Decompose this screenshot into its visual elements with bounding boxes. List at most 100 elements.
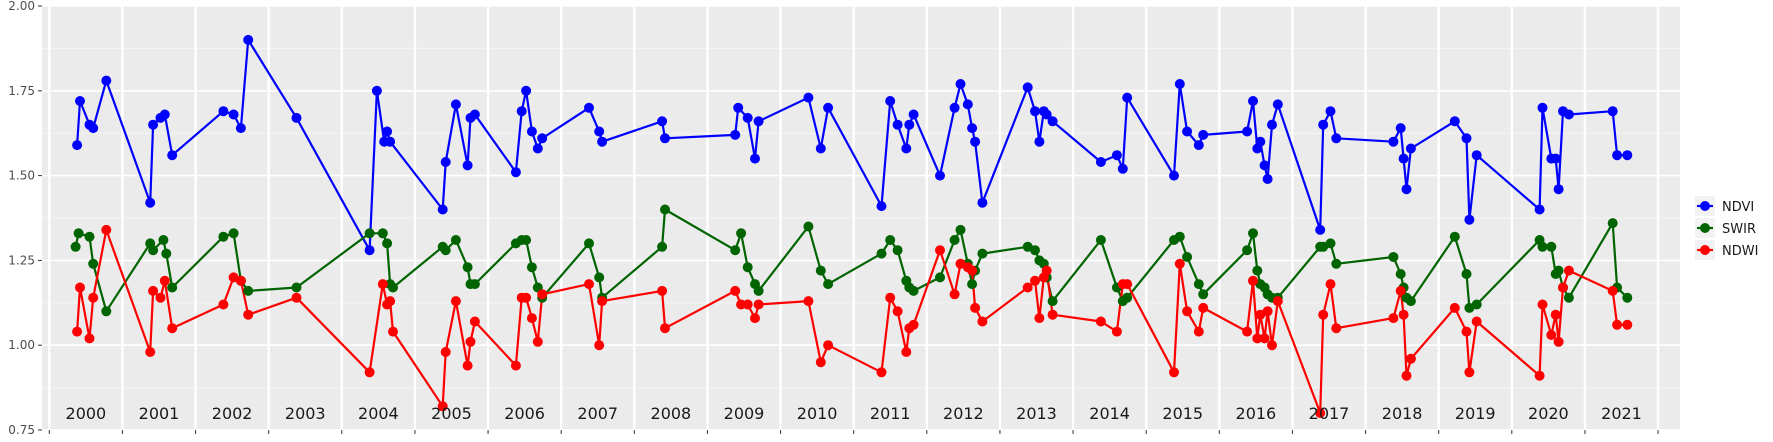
data-point-swir: [753, 285, 764, 296]
legend-key-point: [1700, 223, 1710, 233]
data-point-swir: [73, 228, 84, 239]
data-point-swir: [892, 245, 903, 256]
y-tick-label: 1.25: [8, 253, 35, 267]
data-point-swir: [84, 231, 95, 242]
data-point-swir: [1242, 245, 1253, 256]
data-point-swir: [736, 228, 747, 239]
data-point-ndvi: [750, 153, 760, 164]
year-label: 2019: [1455, 404, 1496, 423]
data-point-ndwi: [949, 289, 960, 300]
data-point-ndvi: [1242, 126, 1253, 137]
data-point-swir: [908, 285, 919, 296]
data-point-ndvi: [1315, 224, 1326, 235]
data-point-ndwi: [532, 336, 543, 347]
data-point-ndvi: [101, 75, 112, 86]
data-point-ndvi: [1041, 109, 1052, 120]
data-point-ndwi: [1198, 302, 1209, 313]
data-point-swir: [967, 279, 978, 290]
data-point-ndwi: [935, 245, 945, 256]
data-point-swir: [815, 265, 826, 276]
data-point-ndwi: [521, 292, 532, 303]
data-point-swir: [218, 231, 229, 242]
data-point-swir: [228, 228, 239, 239]
data-point-swir: [450, 235, 461, 245]
data-point-ndvi: [235, 123, 246, 134]
data-point-ndwi: [594, 340, 605, 351]
data-point-swir: [1388, 252, 1399, 262]
data-point-ndwi: [1546, 330, 1557, 340]
data-point-ndvi: [1398, 153, 1409, 164]
data-point-ndvi: [1022, 82, 1033, 93]
data-point-swir: [742, 262, 753, 273]
data-point-ndvi: [1193, 140, 1204, 151]
data-point-ndwi: [1461, 326, 1472, 337]
data-point-ndvi: [803, 92, 814, 103]
data-point-ndwi: [977, 316, 988, 327]
data-point-ndwi: [885, 292, 896, 303]
data-point-ndvi: [949, 102, 960, 113]
data-point-ndwi: [967, 265, 978, 276]
data-point-ndvi: [1169, 170, 1179, 181]
data-point-ndwi: [730, 285, 741, 296]
year-label: 2006: [504, 404, 545, 423]
data-point-ndwi: [1111, 326, 1122, 337]
year-label: 2021: [1601, 404, 1642, 423]
data-point-swir: [364, 228, 375, 239]
data-point-ndwi: [1262, 306, 1273, 317]
data-point-ndvi: [1267, 119, 1277, 130]
y-tick-label: 2.00: [8, 0, 35, 13]
data-point-swir: [1122, 292, 1133, 303]
data-point-ndvi: [1461, 133, 1472, 144]
data-point-ndwi: [1047, 309, 1058, 320]
data-point-swir: [1563, 292, 1574, 303]
data-point-ndwi: [742, 299, 753, 310]
data-point-ndwi: [291, 292, 302, 303]
data-point-ndwi: [440, 347, 451, 357]
data-point-ndvi: [450, 99, 461, 110]
data-point-ndvi: [1607, 106, 1618, 117]
data-point-swir: [1198, 289, 1209, 300]
data-point-ndvi: [594, 126, 605, 137]
legend-item-swir: SWIR: [1695, 218, 1756, 238]
data-point-ndvi: [815, 143, 826, 154]
data-point-ndwi: [469, 316, 480, 327]
data-point-ndwi: [1395, 285, 1406, 296]
data-point-ndvi: [526, 126, 537, 137]
data-point-swir: [1553, 265, 1564, 276]
data-point-ndvi: [167, 150, 178, 161]
data-point-ndvi: [469, 109, 480, 120]
legend-key-point: [1700, 201, 1710, 211]
data-point-ndwi: [1464, 367, 1475, 378]
data-point-ndwi: [1550, 309, 1561, 320]
data-point-ndvi: [657, 116, 668, 127]
data-point-ndwi: [1169, 367, 1179, 378]
data-point-swir: [803, 221, 814, 232]
data-point-ndvi: [1464, 214, 1475, 225]
data-point-ndvi: [1122, 92, 1133, 103]
data-point-ndvi: [742, 112, 753, 123]
data-point-ndvi: [510, 167, 521, 178]
data-point-swir: [584, 238, 594, 249]
data-point-ndwi: [1034, 313, 1045, 324]
data-point-swir: [377, 228, 388, 239]
data-point-ndwi: [1449, 302, 1460, 313]
data-point-ndvi: [1553, 184, 1564, 195]
data-point-ndvi: [1111, 150, 1122, 161]
data-point-ndwi: [167, 323, 178, 334]
data-point-ndwi: [1558, 282, 1568, 293]
data-point-ndvi: [1030, 106, 1040, 117]
y-tick-label: 1.50: [8, 169, 35, 183]
data-point-ndvi: [75, 96, 85, 106]
year-label: 2007: [577, 404, 618, 423]
data-point-ndvi: [1325, 106, 1336, 117]
data-point-ndvi: [88, 123, 99, 134]
data-point-ndwi: [815, 357, 826, 368]
data-point-ndvi: [1255, 136, 1266, 147]
data-point-ndwi: [145, 347, 156, 357]
data-point-ndvi: [159, 109, 170, 120]
data-point-ndvi: [901, 143, 912, 154]
grid-minor: [42, 47, 1680, 389]
data-point-ndwi: [1030, 275, 1040, 286]
legend-item-ndwi: NDWI: [1695, 240, 1758, 260]
